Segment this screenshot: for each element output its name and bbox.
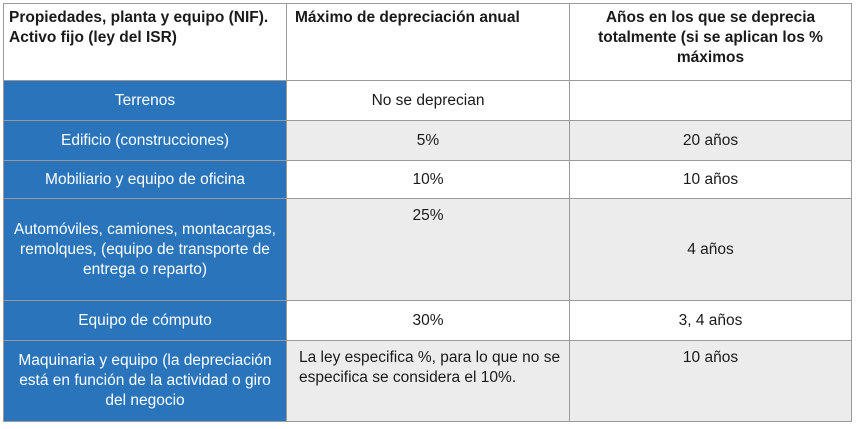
table-row: Terrenos No se deprecian [3,80,852,121]
table-row: Equipo de cómputo 30% 3, 4 años [3,300,852,341]
table-row: Mobiliario y equipo de oficina 10% 10 añ… [3,160,852,199]
years-cell: 20 años [569,120,852,161]
max-rate-cell: No se deprecian [286,80,570,121]
years-cell [569,80,852,121]
header-asset: Propiedades, planta y equipo (NIF). Acti… [3,3,287,81]
years-cell: 10 años [569,340,852,422]
years-cell: 3, 4 años [569,300,852,341]
depreciation-table: Propiedades, planta y equipo (NIF). Acti… [3,3,852,422]
asset-cell: Edificio (construcciones) [3,120,287,161]
header-row: Propiedades, planta y equipo (NIF). Acti… [3,3,852,81]
max-rate-cell: La ley especifica %, para lo que no se e… [286,340,570,422]
max-rate-cell: 5% [286,120,570,161]
header-max-rate: Máximo de depreciación anual [286,3,570,81]
table-row: Edificio (construcciones) 5% 20 años [3,120,852,161]
asset-cell: Automóviles, camiones, montacargas, remo… [3,198,287,301]
max-rate-cell: 25% [286,198,570,301]
years-cell: 4 años [569,198,852,301]
max-rate-cell: 10% [286,160,570,199]
table-row: Maquinaria y equipo (la depreciación est… [3,340,852,422]
header-years: Años en los que se deprecia totalmente (… [569,3,852,81]
asset-cell: Terrenos [3,80,287,121]
asset-cell: Equipo de cómputo [3,300,287,341]
asset-cell: Maquinaria y equipo (la depreciación est… [3,340,287,422]
years-cell: 10 años [569,160,852,199]
table-row: Automóviles, camiones, montacargas, remo… [3,198,852,301]
max-rate-cell: 30% [286,300,570,341]
asset-cell: Mobiliario y equipo de oficina [3,160,287,199]
